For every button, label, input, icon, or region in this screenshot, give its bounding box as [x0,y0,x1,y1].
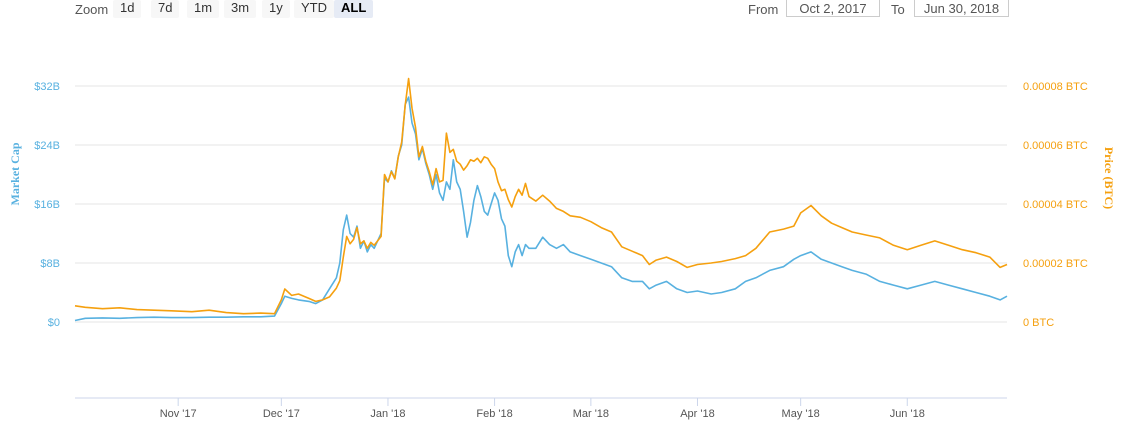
range-to-input[interactable]: Jun 30, 2018 [914,0,1009,17]
x-tick-label: Nov '17 [160,408,197,420]
left-tick-label: $32B [34,81,60,93]
right-tick-label: 0.00008 BTC [1023,81,1088,93]
zoom-1d-button[interactable]: 1d [113,0,142,18]
zoom-all-button[interactable]: ALL [334,0,374,18]
zoom-label: Zoom [75,2,109,17]
x-axis-ticks: Nov '17 Dec '17 Jan '18 Feb '18 Mar '18 Apr '… [160,398,925,420]
left-tick-label: $8B [40,258,60,270]
x-tick-label: Jan '18 [370,408,405,420]
zoom-ytd-button[interactable]: YTD [294,0,334,18]
range-from-label: From [748,2,779,17]
x-tick-label: May '18 [782,408,820,420]
range-from-input[interactable]: Oct 2, 2017 [786,0,880,17]
zoom-1y-button[interactable]: 1y [262,0,290,18]
market-cap-line[interactable] [74,96,1008,322]
x-tick-label: Dec '17 [263,408,300,420]
grid-lines [75,85,1007,323]
left-axis-title: Market Cap [8,142,22,205]
right-tick-label: 0.00006 BTC [1023,140,1088,152]
left-tick-label: $0 [48,317,60,329]
x-tick-label: Apr '18 [680,408,715,420]
left-tick-label: $24B [34,140,60,152]
right-tick-label: 0.00002 BTC [1023,258,1088,270]
x-tick-label: Jun '18 [890,408,925,420]
price-btc-line[interactable] [74,77,1008,315]
x-tick-label: Feb '18 [476,408,512,420]
x-tick-label: Mar '18 [573,408,609,420]
right-tick-label: 0 BTC [1023,317,1054,329]
right-tick-label: 0.00004 BTC [1023,199,1088,211]
right-axis-title: Price (BTC) [1102,147,1116,209]
zoom-1m-button[interactable]: 1m [187,0,220,18]
left-tick-label: $16B [34,199,60,211]
zoom-3m-button[interactable]: 3m [224,0,257,18]
zoom-7d-button[interactable]: 7d [151,0,180,18]
range-to-label: To [891,2,905,17]
left-axis-ticks: $0 $8B $16B $24B $32B [34,81,60,329]
right-axis-ticks: 0 BTC 0.00002 BTC 0.00004 BTC 0.00006 BTC 0.… [1023,81,1088,329]
